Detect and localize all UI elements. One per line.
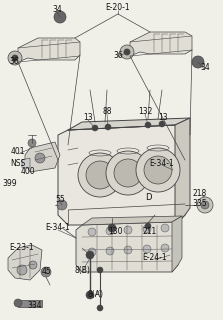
Circle shape: [88, 248, 96, 256]
Text: NSS: NSS: [10, 158, 26, 167]
Polygon shape: [18, 38, 80, 62]
Text: 36: 36: [113, 51, 123, 60]
Text: 132: 132: [138, 108, 152, 116]
Circle shape: [106, 227, 114, 235]
Circle shape: [28, 139, 36, 147]
Text: 401: 401: [11, 148, 25, 156]
Text: 45: 45: [42, 268, 52, 276]
Text: 88: 88: [102, 108, 112, 116]
Circle shape: [161, 244, 169, 252]
Text: E-20-1: E-20-1: [106, 4, 130, 12]
Polygon shape: [172, 216, 182, 272]
Polygon shape: [175, 118, 190, 225]
Circle shape: [88, 228, 96, 236]
Polygon shape: [76, 222, 178, 272]
Text: 8(A): 8(A): [87, 290, 103, 299]
Text: 36: 36: [9, 58, 19, 67]
Circle shape: [106, 151, 150, 195]
Polygon shape: [68, 118, 190, 130]
Circle shape: [8, 51, 22, 65]
Text: 211: 211: [143, 228, 157, 236]
Text: 55: 55: [55, 196, 65, 204]
Polygon shape: [8, 245, 42, 280]
Circle shape: [97, 305, 103, 311]
Circle shape: [17, 265, 27, 275]
Text: E-34-1: E-34-1: [46, 223, 70, 233]
Text: 334: 334: [28, 300, 42, 309]
Text: 130: 130: [108, 228, 122, 236]
Polygon shape: [22, 158, 30, 168]
Polygon shape: [25, 142, 60, 172]
Circle shape: [145, 122, 151, 128]
Circle shape: [124, 226, 132, 234]
Text: E-34-1: E-34-1: [150, 158, 174, 167]
Circle shape: [201, 201, 209, 209]
Polygon shape: [82, 216, 182, 225]
Text: 8(B): 8(B): [74, 266, 90, 275]
Circle shape: [145, 223, 151, 229]
Circle shape: [29, 261, 37, 269]
Circle shape: [86, 251, 94, 259]
Circle shape: [136, 148, 180, 192]
Circle shape: [106, 247, 114, 255]
Circle shape: [124, 246, 132, 254]
Circle shape: [41, 267, 51, 277]
Circle shape: [144, 156, 172, 184]
Circle shape: [108, 224, 116, 232]
Text: 34: 34: [52, 5, 62, 14]
Circle shape: [197, 197, 213, 213]
Circle shape: [78, 153, 122, 197]
Circle shape: [124, 49, 130, 55]
Polygon shape: [130, 32, 192, 56]
Circle shape: [159, 121, 165, 127]
Circle shape: [14, 299, 22, 307]
Text: 335: 335: [193, 198, 207, 207]
Text: D: D: [145, 194, 151, 203]
Text: 34: 34: [200, 63, 210, 73]
Circle shape: [35, 153, 45, 163]
Text: 13: 13: [158, 114, 168, 123]
Text: 218: 218: [193, 188, 207, 197]
Circle shape: [114, 159, 142, 187]
Circle shape: [105, 124, 111, 130]
Text: E-24-1: E-24-1: [143, 253, 167, 262]
Circle shape: [54, 11, 66, 23]
Circle shape: [12, 55, 18, 61]
Text: 400: 400: [21, 167, 35, 177]
Circle shape: [143, 245, 151, 253]
Circle shape: [192, 56, 204, 68]
Text: 13: 13: [83, 114, 93, 123]
Circle shape: [57, 200, 67, 210]
Circle shape: [120, 45, 134, 59]
Polygon shape: [18, 300, 42, 307]
Circle shape: [92, 125, 98, 131]
Circle shape: [161, 224, 169, 232]
Circle shape: [86, 291, 94, 299]
Text: E-23-1: E-23-1: [10, 244, 34, 252]
Circle shape: [97, 267, 103, 273]
Polygon shape: [58, 125, 185, 225]
Circle shape: [143, 225, 151, 233]
Text: 399: 399: [3, 179, 17, 188]
Circle shape: [86, 161, 114, 189]
